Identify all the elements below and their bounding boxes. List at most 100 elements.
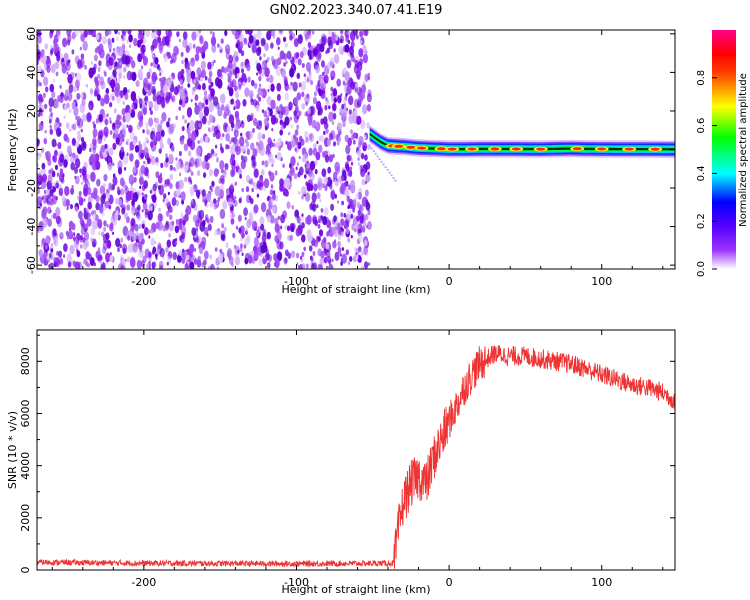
noise-blob	[285, 60, 288, 65]
noise-blob	[221, 223, 225, 229]
noise-blob	[261, 233, 267, 243]
noise-blob	[98, 43, 104, 53]
noise-blob	[165, 202, 168, 206]
noise-blob	[245, 186, 250, 193]
noise-blob	[71, 49, 75, 55]
noise-blob	[199, 111, 204, 120]
noise-blob	[359, 40, 363, 45]
noise-blob	[204, 76, 208, 81]
noise-blob	[235, 99, 241, 110]
noise-blob	[74, 175, 77, 180]
noise-blob	[349, 46, 354, 56]
noise-blob	[280, 214, 286, 224]
noise-blob	[298, 82, 302, 88]
noise-blob	[104, 30, 109, 37]
noise-blob	[182, 31, 188, 40]
noise-blob	[240, 50, 245, 57]
noise-blob	[357, 94, 363, 104]
noise-blob	[293, 113, 299, 124]
noise-blob	[112, 133, 116, 140]
noise-blob	[311, 257, 314, 262]
noise-blob	[242, 99, 247, 107]
noise-blob	[209, 30, 213, 35]
noise-blob	[88, 104, 92, 110]
noise-blob	[244, 237, 249, 246]
noise-blob	[180, 212, 184, 218]
noise-blob	[347, 39, 351, 45]
noise-blob	[114, 87, 120, 98]
noise-blob	[125, 190, 132, 202]
noise-blob	[159, 264, 163, 269]
noise-blob	[80, 169, 84, 174]
noise-blob	[81, 113, 87, 123]
noise-blob	[317, 215, 323, 224]
noise-blob	[49, 253, 52, 258]
noise-blob	[277, 137, 283, 147]
noise-blob	[253, 204, 259, 214]
noise-blob	[230, 121, 235, 129]
noise-blob	[37, 172, 43, 183]
noise-blob	[127, 89, 130, 93]
noise-blob	[364, 154, 368, 161]
noise-blob	[142, 56, 148, 66]
noise-blob	[154, 57, 159, 65]
noise-blob	[284, 82, 290, 92]
noise-blob	[316, 100, 322, 111]
noise-blob	[318, 264, 323, 269]
noise-blob	[80, 93, 84, 99]
noise-blob	[87, 201, 92, 210]
noise-blob	[63, 133, 68, 142]
noise-blob	[344, 225, 347, 229]
noise-blob	[272, 206, 276, 213]
noise-blob	[362, 220, 367, 228]
noise-blob	[330, 203, 335, 211]
noise-blob	[252, 182, 255, 186]
noise-blob	[307, 234, 313, 243]
noise-blob	[198, 84, 202, 90]
noise-blob	[113, 108, 117, 114]
noise-blob	[256, 120, 262, 131]
noise-blob	[140, 65, 144, 70]
noise-blob	[355, 192, 360, 200]
noise-blob	[321, 168, 327, 178]
noise-blob	[104, 118, 109, 126]
noise-blob	[363, 239, 368, 247]
noise-blob	[339, 108, 343, 113]
noise-blob	[364, 189, 369, 197]
noise-blob	[340, 183, 346, 192]
noise-blob	[52, 212, 57, 220]
noise-blob	[239, 136, 245, 147]
noise-blob	[361, 84, 367, 94]
noise-blob	[154, 253, 158, 258]
noise-blob	[157, 213, 163, 223]
noise-blob	[357, 74, 361, 80]
y-tick-label: 0	[19, 567, 32, 574]
noise-streak-dot	[376, 155, 379, 158]
noise-blob	[64, 89, 69, 97]
noise-blob	[100, 264, 105, 269]
noise-blob	[173, 86, 179, 96]
noise-blob	[93, 91, 98, 97]
noise-blob	[260, 91, 263, 97]
noise-blob	[159, 72, 162, 77]
noise-blob	[201, 69, 206, 79]
noise-blob	[365, 199, 369, 206]
noise-blob	[263, 110, 268, 118]
noise-blob	[40, 112, 43, 117]
noise-blob	[142, 129, 145, 134]
noise-blob	[69, 244, 75, 255]
noise-blob	[270, 184, 274, 189]
noise-blob	[191, 227, 197, 236]
noise-blob	[137, 68, 143, 79]
noise-blob	[124, 212, 129, 220]
noise-blob	[326, 231, 330, 237]
noise-blob	[317, 180, 323, 191]
noise-blob	[93, 187, 98, 197]
noise-blob	[221, 233, 226, 242]
noise-blob	[350, 56, 354, 62]
noise-blob	[228, 114, 235, 125]
noise-blob	[132, 139, 137, 146]
noise-blob	[273, 138, 276, 142]
noise-blob	[264, 67, 270, 78]
noise-blob	[209, 200, 214, 208]
